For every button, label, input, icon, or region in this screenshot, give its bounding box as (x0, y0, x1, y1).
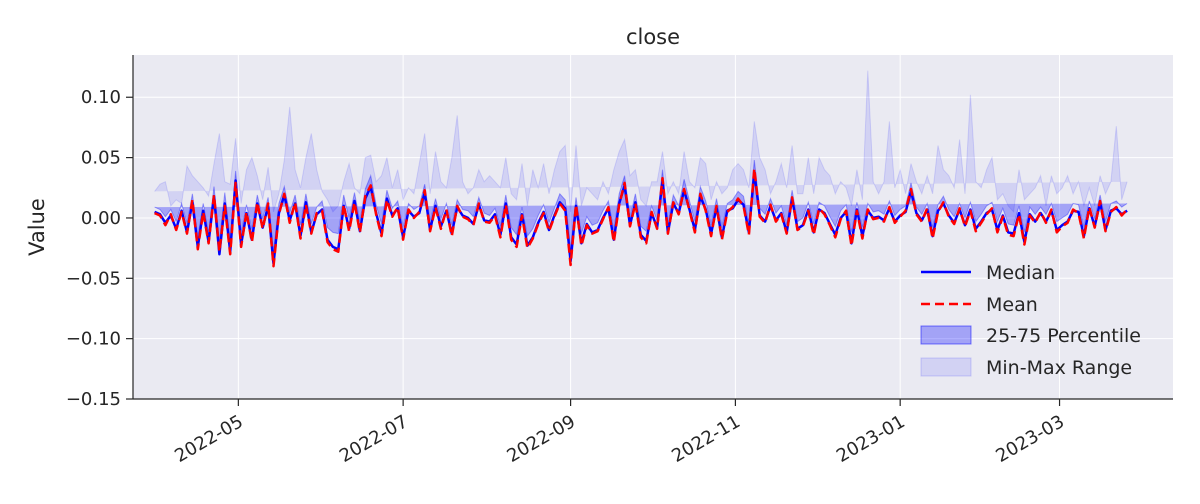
x-tick-label: 2022-05 (171, 411, 247, 467)
legend: Median Mean 25-75 Percentile Min-Max Ran… (920, 262, 1141, 379)
mean-line (154, 167, 1129, 268)
legend-range-label: Min-Max Range (986, 357, 1132, 379)
y-axis-label: Value (25, 198, 49, 256)
chart-title: close (626, 25, 680, 49)
y-tick-label: −0.05 (66, 268, 121, 289)
legend-median-label: Median (986, 262, 1055, 284)
bands (154, 70, 1128, 252)
legend-iqr-swatch (920, 325, 972, 345)
x-ticks: 2022-05 2022-07 2022-09 2022-11 2023-01 2023-… (171, 399, 1068, 467)
legend-range-swatch (920, 357, 972, 377)
series-lines (154, 167, 1129, 268)
x-tick-label: 2023-03 (992, 411, 1068, 467)
y-tick-label: −0.15 (66, 389, 121, 410)
plot-area (133, 55, 1173, 399)
y-tick-label: 0.00 (81, 208, 121, 229)
axes (132, 55, 1173, 400)
min-max-band (154, 70, 1128, 214)
x-tick-label: 2023-01 (833, 411, 909, 467)
y-tick-label: 0.10 (81, 87, 121, 108)
x-tick-label: 2022-07 (336, 411, 412, 467)
legend-mean-label: Mean (986, 294, 1038, 316)
y-tick-label: −0.10 (66, 329, 121, 350)
y-ticks: 0.10 0.05 0.00 −0.05 −0.10 −0.15 (66, 87, 133, 410)
legend-iqr-label: 25-75 Percentile (986, 325, 1141, 347)
x-tick-label: 2022-11 (668, 411, 744, 467)
x-tick-label: 2022-09 (503, 411, 579, 467)
y-tick-label: 0.05 (81, 148, 121, 169)
iqr-band (154, 159, 1128, 252)
